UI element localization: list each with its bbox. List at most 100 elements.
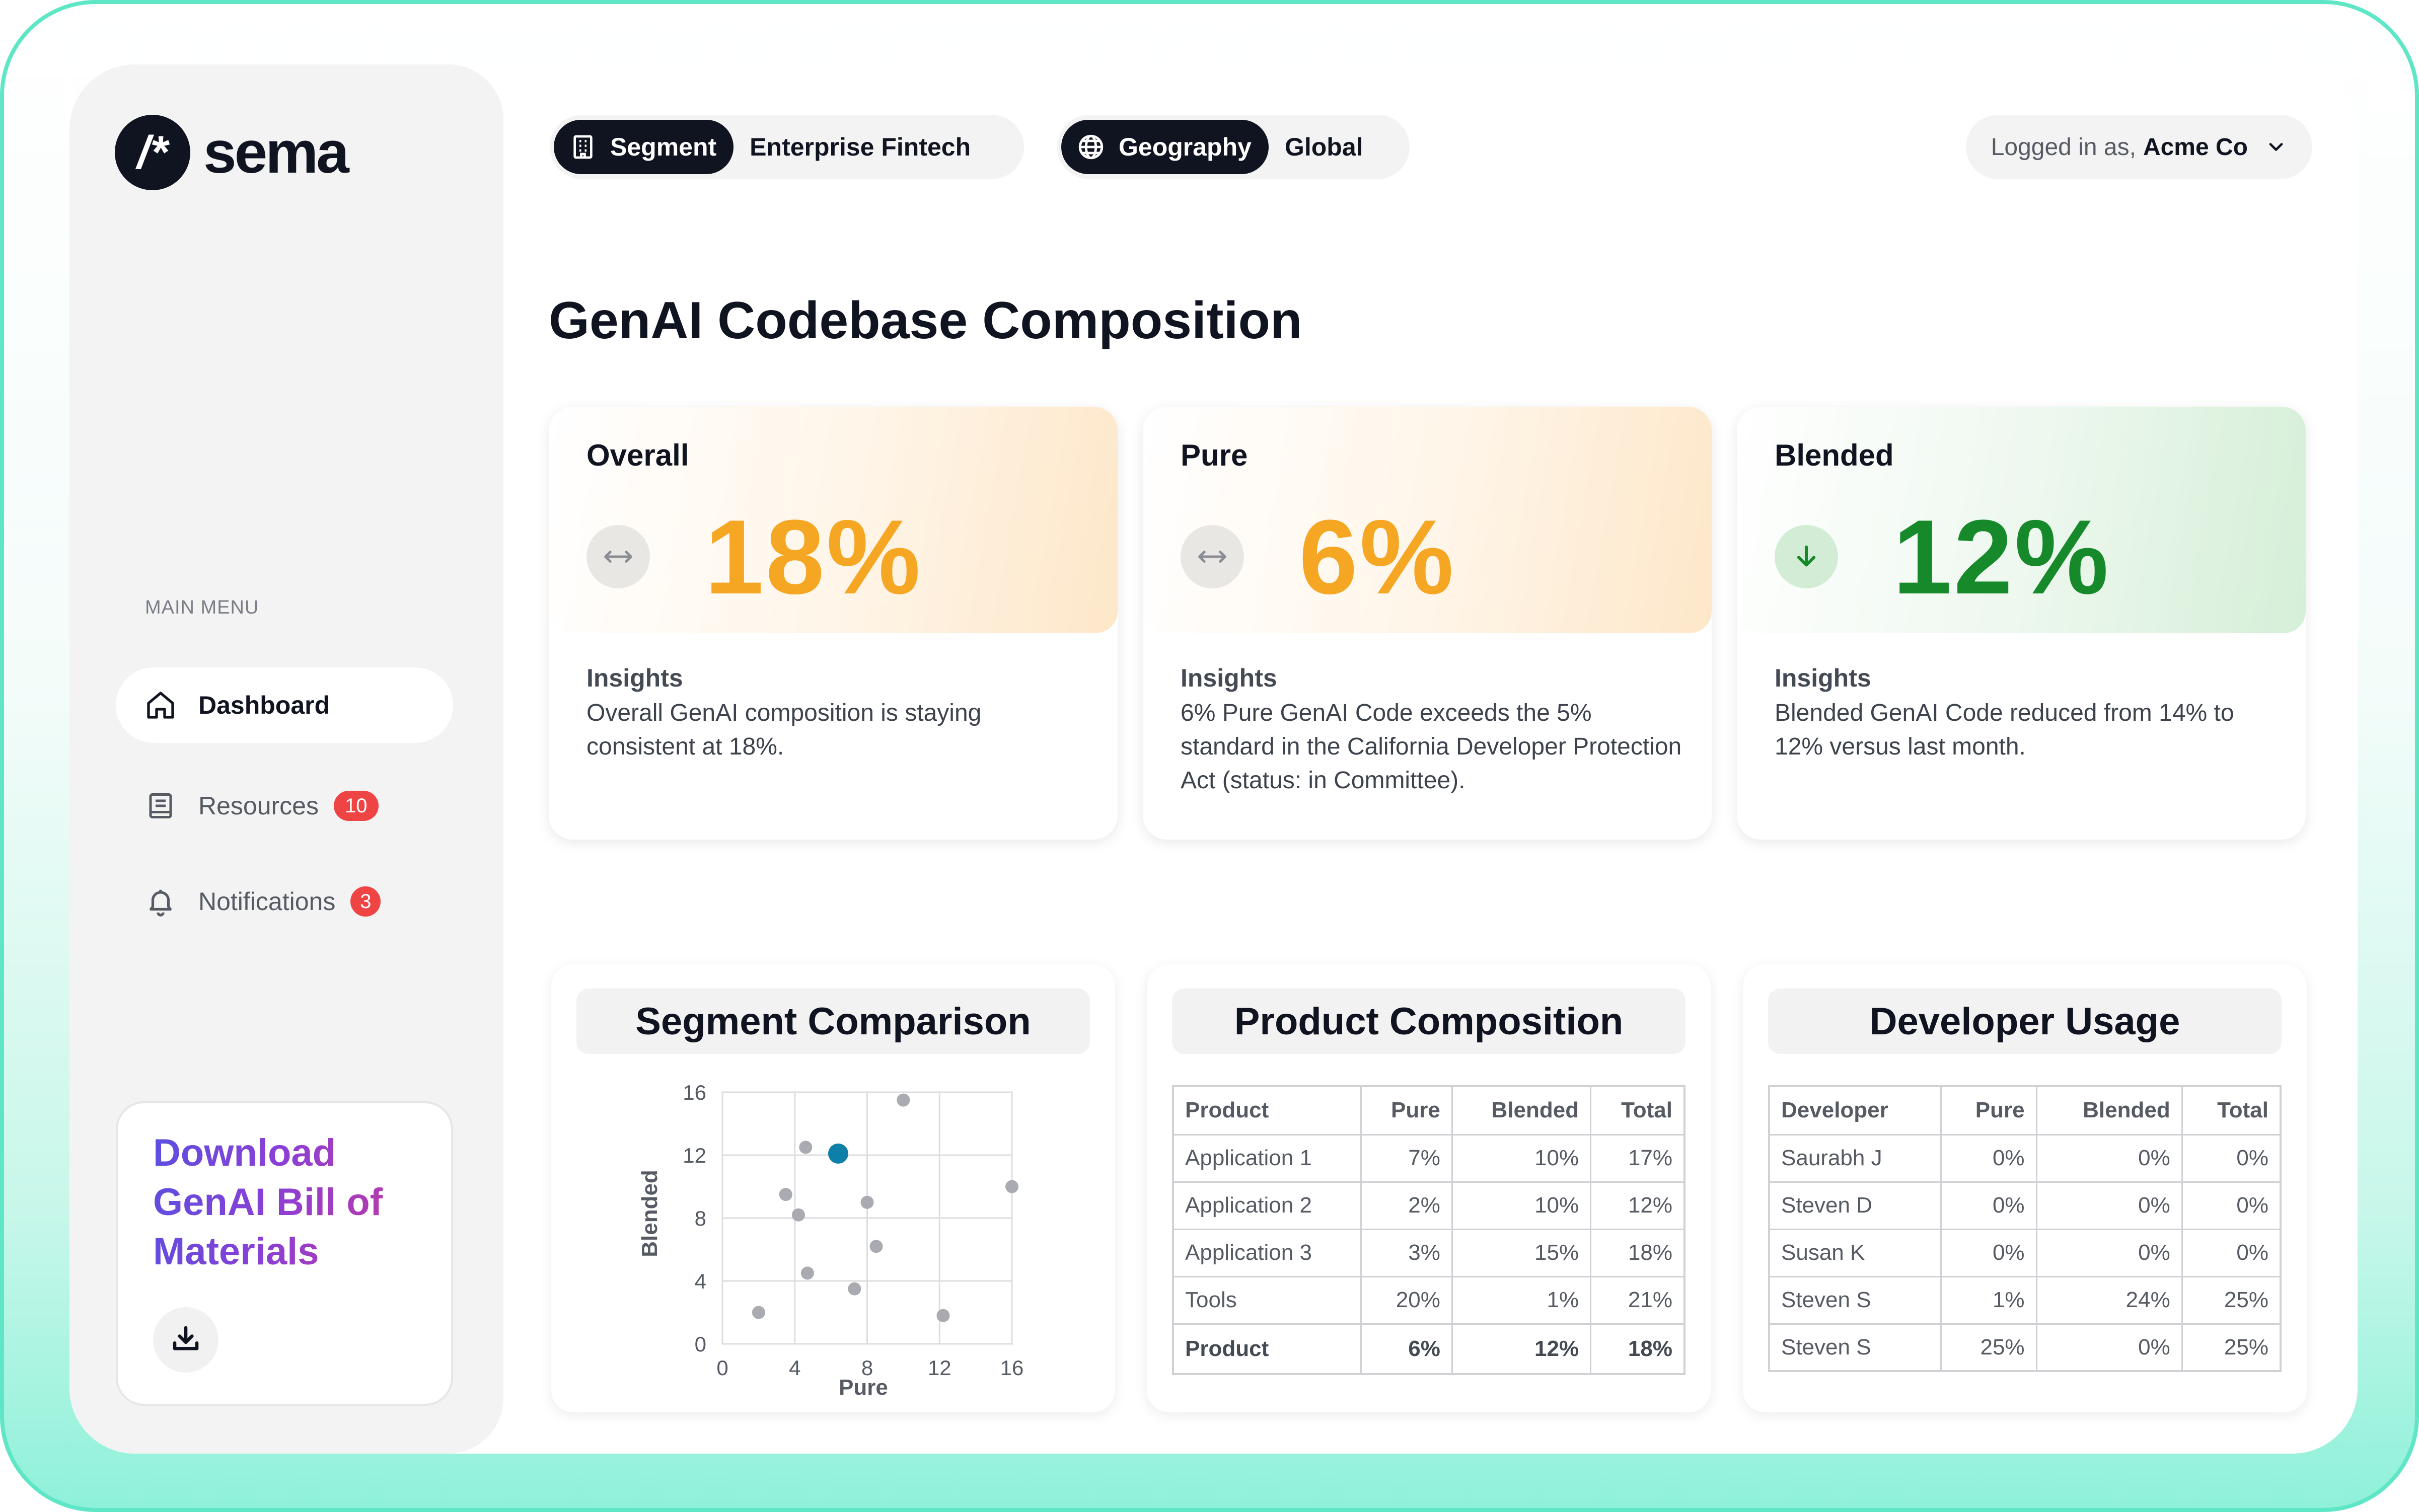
logo[interactable]: /* sema	[115, 115, 349, 190]
panel-title: Developer Usage	[1768, 989, 2282, 1054]
table-row: Application 2 2% 10% 12%	[1172, 1181, 1685, 1230]
scatter-point[interactable]	[1005, 1180, 1018, 1193]
table-cell: 0%	[1940, 1228, 2037, 1277]
table-cell: 6%	[1360, 1323, 1453, 1375]
table-cell: 0%	[2035, 1133, 2183, 1183]
y-tick-label: 8	[695, 1206, 706, 1230]
table-cell: Application 1	[1172, 1133, 1362, 1183]
x-tick-label: 12	[928, 1356, 951, 1380]
column-header[interactable]: Developer	[1768, 1085, 1942, 1136]
table-cell: 3%	[1360, 1228, 1453, 1277]
x-tick-label: 16	[1000, 1356, 1024, 1380]
scatter-point[interactable]	[848, 1282, 861, 1296]
y-tick-label: 4	[695, 1269, 706, 1293]
y-axis-label: Blended	[637, 1170, 662, 1257]
table-cell: 18%	[1590, 1323, 1685, 1375]
table-cell: Susan K	[1768, 1228, 1942, 1277]
table-cell: 0%	[1940, 1181, 2037, 1230]
kpi-header	[1143, 407, 1712, 633]
sidebar-item-dashboard[interactable]: Dashboard	[116, 667, 453, 743]
x-tick-label: 0	[716, 1356, 728, 1380]
table-cell: 25%	[1940, 1323, 2037, 1372]
table-cell: 12%	[1451, 1323, 1592, 1375]
x-tick-label: 8	[861, 1356, 873, 1380]
trend-flat-icon	[1181, 525, 1244, 588]
table-cell: 0%	[2035, 1181, 2183, 1230]
table-cell: 25%	[2181, 1275, 2282, 1325]
arrow-down-icon	[1775, 525, 1838, 588]
table-cell: 10%	[1451, 1181, 1592, 1230]
geography-filter-tag[interactable]: Geography	[1061, 120, 1269, 174]
table-row: Steven D 0% 0% 0%	[1768, 1181, 2282, 1230]
segment-filter-value: Enterprise Fintech	[750, 133, 971, 161]
kpi-header	[549, 407, 1118, 633]
developer-usage-table: Developer Pure Blended Total Saurabh J 0…	[1768, 1085, 2282, 1372]
download-button[interactable]	[153, 1307, 218, 1373]
account-name: Acme Co	[2143, 133, 2248, 161]
insights-title: Insights	[587, 664, 683, 692]
table-cell: 21%	[1590, 1275, 1685, 1325]
bell-icon	[143, 884, 178, 919]
table-cell: 10%	[1451, 1133, 1592, 1183]
kpi-value: 12%	[1893, 498, 2111, 616]
scatter-point[interactable]	[791, 1208, 805, 1222]
column-header[interactable]: Total	[1590, 1085, 1685, 1136]
scatter-point[interactable]	[779, 1188, 792, 1201]
table-header-row: Developer Pure Blended Total	[1768, 1085, 2282, 1136]
product-composition-panel: Product Composition Product Pure Blended…	[1147, 964, 1711, 1412]
column-header[interactable]: Product	[1172, 1085, 1362, 1136]
column-header[interactable]: Pure	[1940, 1085, 2037, 1136]
scatter-point[interactable]	[752, 1306, 765, 1319]
insights-title: Insights	[1181, 664, 1277, 692]
geography-filter[interactable]: Geography Global	[1057, 115, 1410, 179]
table-cell: 0%	[2181, 1181, 2282, 1230]
app-window: /* sema MAIN MENU Dashboard Resources 10	[69, 64, 2358, 1454]
table-cell: Product	[1172, 1323, 1362, 1375]
kpi-label: Blended	[1775, 438, 1894, 472]
logo-mark: /*	[115, 115, 190, 190]
kpi-card-overall: Overall 18% Insights Overall GenAI compo…	[549, 407, 1118, 840]
segment-filter-tag[interactable]: Segment	[554, 120, 734, 174]
kpi-card-blended: Blended 12% Insights Blended GenAI Code …	[1737, 407, 2306, 840]
kpi-value: 18%	[705, 498, 923, 616]
y-tick-label: 16	[683, 1081, 706, 1104]
download-bom-title: Download GenAI Bill of Materials	[153, 1128, 415, 1276]
segment-filter[interactable]: Segment Enterprise Fintech	[550, 115, 1024, 179]
x-axis-label: Pure	[839, 1375, 888, 1400]
main-menu-title: MAIN MENU	[145, 597, 259, 618]
segment-comparison-panel: Segment Comparison 0 4 8 12 16 0 4 8 12 16 Pure B…	[551, 964, 1115, 1412]
column-header[interactable]: Blended	[1451, 1085, 1592, 1136]
scatter-point[interactable]	[800, 1266, 814, 1280]
segment-scatter-chart: 0 4 8 12 16 0 4 8 12 16 Pure Blended	[637, 1081, 1024, 1400]
table-cell: 0%	[2035, 1228, 2183, 1277]
table-cell: 12%	[1590, 1181, 1685, 1230]
scatter-point[interactable]	[869, 1240, 883, 1253]
download-bom-card[interactable]: Download GenAI Bill of Materials	[116, 1101, 453, 1406]
column-header[interactable]: Total	[2181, 1085, 2282, 1136]
table-row: Susan K 0% 0% 0%	[1768, 1228, 2282, 1277]
table-cell: 25%	[2181, 1323, 2282, 1372]
account-menu[interactable]: Logged in as, Acme Co	[1965, 115, 2312, 179]
sidebar-item-notifications[interactable]: Notifications 3	[116, 864, 453, 939]
scatter-point[interactable]	[897, 1093, 910, 1107]
table-row: Saurabh J 0% 0% 0%	[1768, 1133, 2282, 1183]
sidebar-item-resources[interactable]: Resources 10	[116, 768, 453, 844]
resources-count-badge: 10	[334, 791, 379, 821]
logo-text: sema	[203, 119, 349, 186]
sidebar-item-label: Notifications	[198, 887, 336, 916]
table-cell: 1%	[1940, 1275, 2037, 1325]
column-header[interactable]: Pure	[1360, 1085, 1453, 1136]
insights-text: 6% Pure GenAI Code exceeds the 5% standa…	[1181, 700, 1682, 794]
column-header[interactable]: Blended	[2035, 1085, 2183, 1136]
table-cell: 0%	[2035, 1323, 2183, 1372]
download-icon	[169, 1322, 202, 1358]
table-cell: 24%	[2035, 1275, 2183, 1325]
scatter-point[interactable]	[799, 1141, 813, 1154]
table-row: Application 3 3% 15% 18%	[1172, 1228, 1685, 1277]
table-header-row: Product Pure Blended Total	[1172, 1085, 1685, 1136]
scatter-point[interactable]	[936, 1309, 950, 1322]
scatter-point-highlighted[interactable]	[828, 1143, 848, 1164]
scatter-point[interactable]	[860, 1195, 874, 1209]
table-row: Tools 20% 1% 21%	[1172, 1275, 1685, 1325]
